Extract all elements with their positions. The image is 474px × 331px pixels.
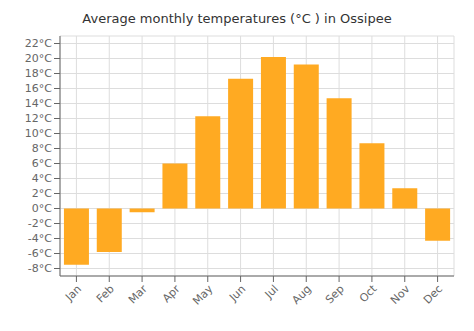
svg-text:Jan: Jan xyxy=(62,282,84,304)
svg-text:12°C: 12°C xyxy=(25,112,52,125)
svg-text:-4°C: -4°C xyxy=(28,232,52,245)
svg-text:Sep: Sep xyxy=(323,282,347,306)
svg-text:Jun: Jun xyxy=(226,282,248,304)
svg-text:May: May xyxy=(190,282,216,308)
svg-text:0°C: 0°C xyxy=(32,202,52,215)
svg-text:16°C: 16°C xyxy=(25,82,52,95)
svg-text:-2°C: -2°C xyxy=(28,217,52,230)
html-text:Average monthly temperatures (: Average monthly temperatures (°C ) in Os… xyxy=(82,11,392,26)
svg-text:8°C: 8°C xyxy=(32,142,52,155)
svg-text:2°C: 2°C xyxy=(32,187,52,200)
svg-text:Nov: Nov xyxy=(388,282,413,307)
svg-text:18°C: 18°C xyxy=(25,67,52,80)
svg-text:14°C: 14°C xyxy=(25,97,52,110)
svg-text:4°C: 4°C xyxy=(32,172,52,185)
svg-text:Oct: Oct xyxy=(357,282,380,305)
svg-text:6°C: 6°C xyxy=(32,157,52,170)
svg-text:Aug: Aug xyxy=(290,282,314,306)
svg-text:Mar: Mar xyxy=(126,282,150,306)
svg-text:Jul: Jul xyxy=(262,282,281,301)
svg-text:22°C: 22°C xyxy=(25,37,52,50)
svg-text:20°C: 20°C xyxy=(25,52,52,65)
svg-text:-6°C: -6°C xyxy=(28,247,52,260)
svg-text:Feb: Feb xyxy=(94,282,117,305)
svg-text:10°C: 10°C xyxy=(25,127,52,140)
svg-text:Apr: Apr xyxy=(160,282,183,305)
svg-text:Dec: Dec xyxy=(421,282,445,306)
svg-text:-8°C: -8°C xyxy=(28,262,52,275)
